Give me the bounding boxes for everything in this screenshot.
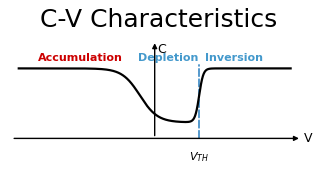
Text: Depletion: Depletion: [138, 53, 198, 63]
Text: $V_{TH}$: $V_{TH}$: [189, 150, 209, 164]
Title: C-V Characteristics: C-V Characteristics: [40, 8, 277, 32]
Text: Accumulation: Accumulation: [38, 53, 123, 63]
Text: C: C: [158, 43, 166, 56]
Text: Inversion: Inversion: [205, 53, 263, 63]
Text: V: V: [304, 132, 313, 145]
